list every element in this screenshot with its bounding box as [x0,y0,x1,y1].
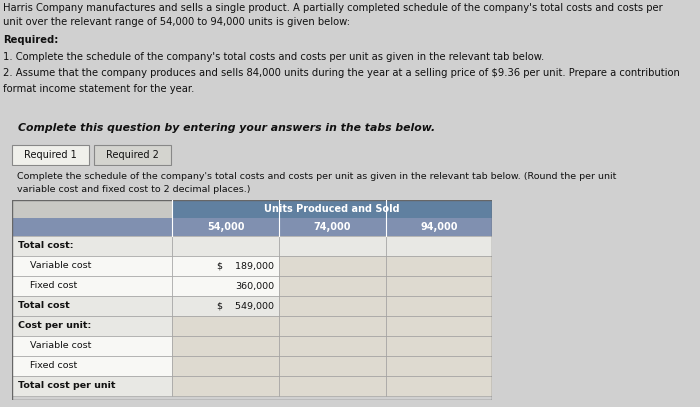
Bar [12,336,172,356]
Bar [172,336,279,356]
Text: 360,000: 360,000 [235,282,274,291]
Text: Fixed cost: Fixed cost [30,282,77,291]
Bar [172,200,492,218]
Bar [12,200,172,218]
Text: Fixed cost: Fixed cost [30,361,77,370]
Bar [386,256,492,276]
Text: Total cost per unit: Total cost per unit [18,381,116,390]
Bar [12,276,172,296]
Bar [172,276,279,296]
Bar [12,296,172,316]
Bar [172,296,279,316]
Text: Total cost: Total cost [18,302,70,311]
Text: Required 2: Required 2 [106,149,159,160]
Text: 74,000: 74,000 [314,222,351,232]
Bar [172,218,279,236]
Bar [279,218,386,236]
Bar [172,256,279,276]
Text: Complete this question by entering your answers in the tabs below.: Complete this question by entering your … [18,123,435,133]
Text: 2. Assume that the company produces and sells 84,000 units during the year at a : 2. Assume that the company produces and … [3,68,680,78]
Bar [12,218,172,236]
Text: Total cost:: Total cost: [18,241,74,250]
Bar [172,376,279,396]
Text: Units Produced and Sold: Units Produced and Sold [264,204,400,214]
Bar [12,316,172,336]
Bar [279,276,386,296]
Bar [279,376,386,396]
Text: 54,000: 54,000 [206,222,244,232]
Text: Variable cost: Variable cost [30,341,92,350]
Bar [386,336,492,356]
Bar [386,356,492,376]
Text: 94,000: 94,000 [420,222,458,232]
Bar [12,236,172,256]
Bar [279,336,386,356]
Text: $    549,000: $ 549,000 [217,302,274,311]
Bar [12,376,172,396]
Bar [279,296,386,316]
Bar [172,316,279,336]
Bar [279,316,386,336]
Text: 1. Complete the schedule of the company's total costs and costs per unit as give: 1. Complete the schedule of the company'… [3,52,545,61]
Text: variable cost and fixed cost to 2 decimal places.): variable cost and fixed cost to 2 decima… [17,186,250,195]
Bar [279,256,386,276]
Text: Required 1: Required 1 [25,149,77,160]
Bar [172,356,279,376]
Bar [12,356,172,376]
Bar [386,218,492,236]
Text: $    189,000: $ 189,000 [217,262,274,271]
Text: Cost per unit:: Cost per unit: [18,322,91,330]
Text: format income statement for the year.: format income statement for the year. [3,84,195,94]
Bar [386,296,492,316]
Bar [279,356,386,376]
Text: Required:: Required: [3,35,58,46]
Bar [12,256,172,276]
Text: Complete the schedule of the company's total costs and costs per unit as given i: Complete the schedule of the company's t… [17,172,616,181]
Bar [386,316,492,336]
Bar [279,236,386,256]
Bar [386,376,492,396]
Bar [172,236,279,256]
Bar [386,276,492,296]
Text: Variable cost: Variable cost [30,262,92,271]
Text: Harris Company manufactures and sells a single product. A partially completed sc: Harris Company manufactures and sells a … [3,3,663,13]
Bar [94,145,172,165]
Bar [386,236,492,256]
Text: unit over the relevant range of 54,000 to 94,000 units is given below:: unit over the relevant range of 54,000 t… [3,17,350,27]
Bar [12,145,90,165]
